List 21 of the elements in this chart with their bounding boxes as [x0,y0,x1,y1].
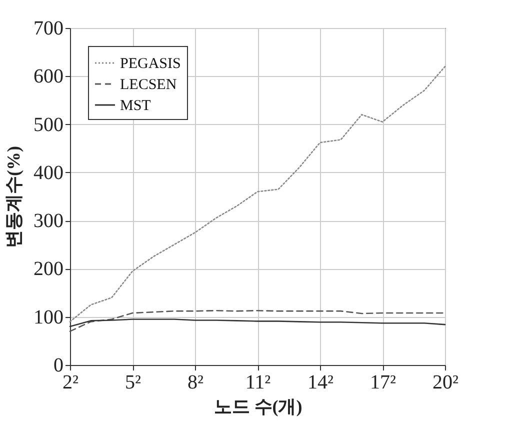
x-tick-label: 11² [245,372,271,394]
y-tick-label: 100 [34,306,64,328]
legend-label: PEGASIS [120,56,181,72]
x-tick-label: 14² [308,372,334,394]
x-tick-label: 20² [432,372,458,394]
y-axis-title: 변동계수(%) [4,146,24,248]
x-tick-label: 8² [188,372,204,394]
x-axis-title: 노드 수(개) [214,396,302,416]
x-tick-label: 17² [370,372,396,394]
y-tick-label: 200 [34,258,64,280]
y-tick-label: 700 [34,18,64,40]
x-tick-label: 5² [125,372,141,394]
line-series [69,310,446,332]
y-tick-label: 500 [34,114,64,136]
legend-label: LECSEN [120,77,177,93]
y-tick-label: 600 [34,66,64,88]
x-tick-label: 2² [62,372,78,394]
y-tick-label: 0 [54,354,64,376]
legend-label: MST [120,98,151,114]
y-tick-label: 300 [34,210,64,232]
y-tick-label: 400 [34,162,64,184]
